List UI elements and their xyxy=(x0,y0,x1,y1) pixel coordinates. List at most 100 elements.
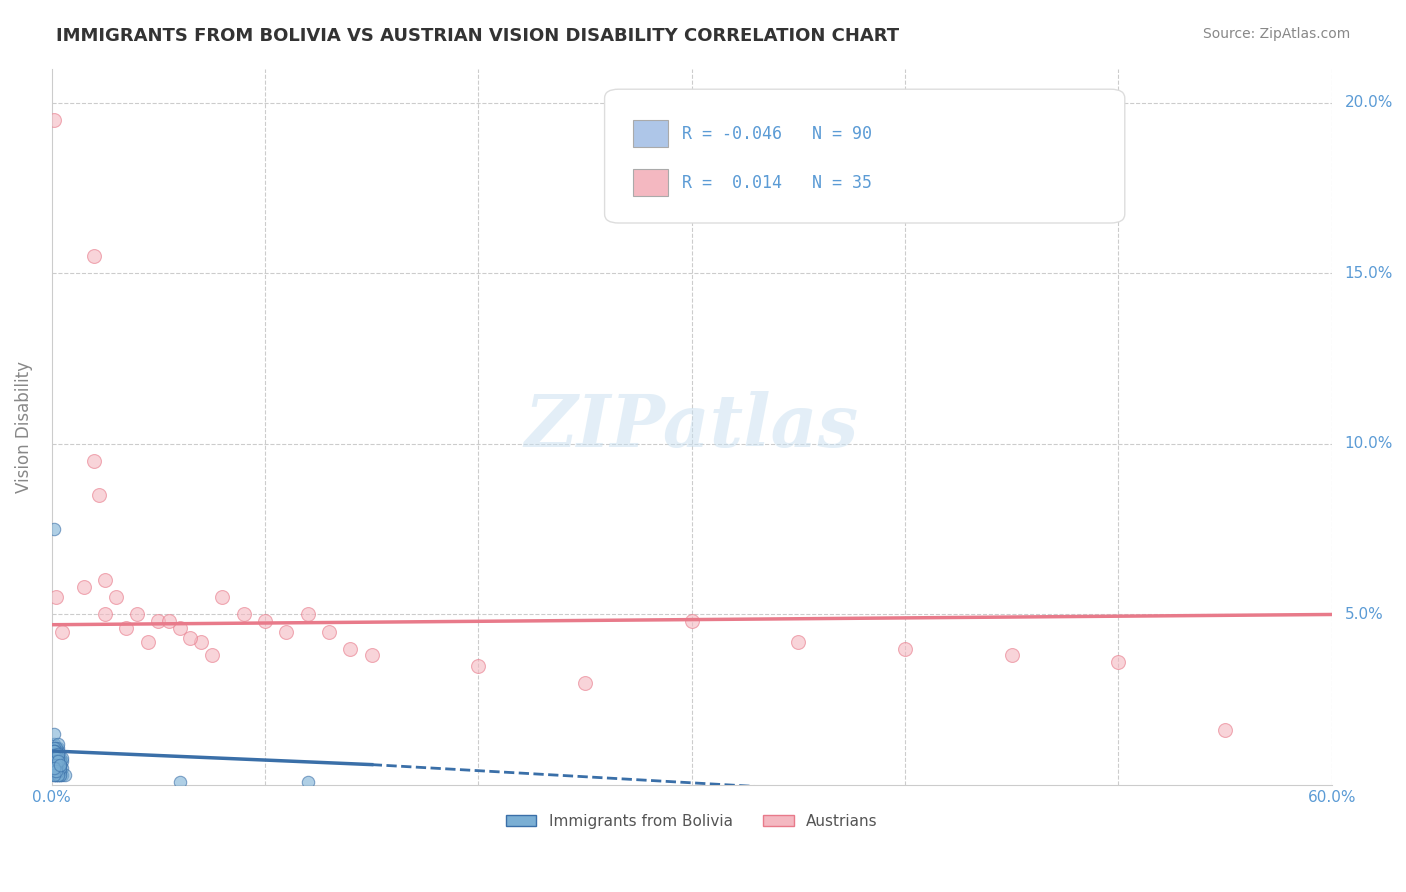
Point xyxy=(51,761,73,775)
Point xyxy=(49,757,72,772)
Legend: Immigrants from Bolivia, Austrians: Immigrants from Bolivia, Austrians xyxy=(499,807,884,835)
Point xyxy=(46,747,69,762)
Point xyxy=(254,615,277,629)
Point xyxy=(42,112,65,127)
Point xyxy=(87,488,110,502)
Point xyxy=(42,757,65,772)
Point xyxy=(42,761,65,775)
Point xyxy=(42,757,65,772)
Y-axis label: Vision Disability: Vision Disability xyxy=(15,360,32,492)
Point xyxy=(49,768,72,782)
Point xyxy=(42,744,65,758)
Point xyxy=(46,740,69,755)
Point xyxy=(45,757,67,772)
Point xyxy=(45,740,67,755)
Point xyxy=(45,754,67,768)
Point xyxy=(45,747,67,762)
Point xyxy=(42,754,65,768)
Point xyxy=(45,747,67,762)
Point xyxy=(232,607,254,622)
Text: 20.0%: 20.0% xyxy=(1344,95,1393,110)
Point xyxy=(125,607,148,622)
Point xyxy=(339,641,361,656)
Point xyxy=(45,761,67,775)
Point xyxy=(46,768,69,782)
Point xyxy=(45,761,67,775)
Point xyxy=(45,764,67,779)
Point xyxy=(45,768,67,782)
Point xyxy=(46,761,69,775)
Point xyxy=(51,751,73,765)
Point xyxy=(574,675,596,690)
Point xyxy=(360,648,382,663)
Point xyxy=(46,764,69,779)
Point xyxy=(42,754,65,768)
Text: ZIPatlas: ZIPatlas xyxy=(524,392,859,462)
Point xyxy=(46,768,69,782)
Point xyxy=(46,737,69,751)
Point xyxy=(42,764,65,779)
Point xyxy=(49,757,72,772)
Point xyxy=(42,522,65,536)
Point xyxy=(46,757,69,772)
Point xyxy=(46,757,69,772)
Point xyxy=(211,591,233,605)
Point xyxy=(45,761,67,775)
Point xyxy=(46,764,69,779)
Point xyxy=(201,648,224,663)
Point xyxy=(49,761,72,775)
Point xyxy=(45,751,67,765)
Point xyxy=(681,615,703,629)
Point xyxy=(45,744,67,758)
Point xyxy=(94,607,117,622)
Point xyxy=(46,751,69,765)
Point xyxy=(51,624,73,639)
Point xyxy=(169,621,191,635)
Point xyxy=(49,764,72,779)
Point xyxy=(46,764,69,779)
Point xyxy=(49,754,72,768)
Point xyxy=(83,454,105,468)
Point xyxy=(45,754,67,768)
Point xyxy=(42,744,65,758)
Point xyxy=(42,737,65,751)
Point xyxy=(51,768,73,782)
Point xyxy=(49,757,72,772)
Point xyxy=(46,764,69,779)
Point xyxy=(45,757,67,772)
Point xyxy=(45,754,67,768)
Point xyxy=(42,764,65,779)
Point xyxy=(42,761,65,775)
Point xyxy=(94,574,117,588)
Point xyxy=(318,624,340,639)
Point xyxy=(45,764,67,779)
Point xyxy=(42,751,65,765)
Point xyxy=(46,747,69,762)
Point xyxy=(46,754,69,768)
Point xyxy=(190,634,212,648)
Text: 15.0%: 15.0% xyxy=(1344,266,1393,281)
Point xyxy=(83,249,105,263)
Point xyxy=(179,632,201,646)
Point xyxy=(45,744,67,758)
Point xyxy=(297,607,319,622)
Point xyxy=(45,751,67,765)
Point xyxy=(42,727,65,741)
Point xyxy=(42,744,65,758)
Text: R = -0.046   N = 90: R = -0.046 N = 90 xyxy=(682,125,872,143)
Point xyxy=(157,615,180,629)
Point xyxy=(73,580,96,594)
Point xyxy=(467,658,489,673)
Point xyxy=(136,634,159,648)
Point xyxy=(45,751,67,765)
Point xyxy=(1213,723,1236,738)
Point xyxy=(787,634,810,648)
Point xyxy=(49,761,72,775)
Point xyxy=(45,754,67,768)
Point xyxy=(46,751,69,765)
Point xyxy=(148,615,170,629)
Text: 5.0%: 5.0% xyxy=(1344,607,1384,622)
Point xyxy=(46,744,69,758)
Point xyxy=(53,768,76,782)
Point xyxy=(49,768,72,782)
